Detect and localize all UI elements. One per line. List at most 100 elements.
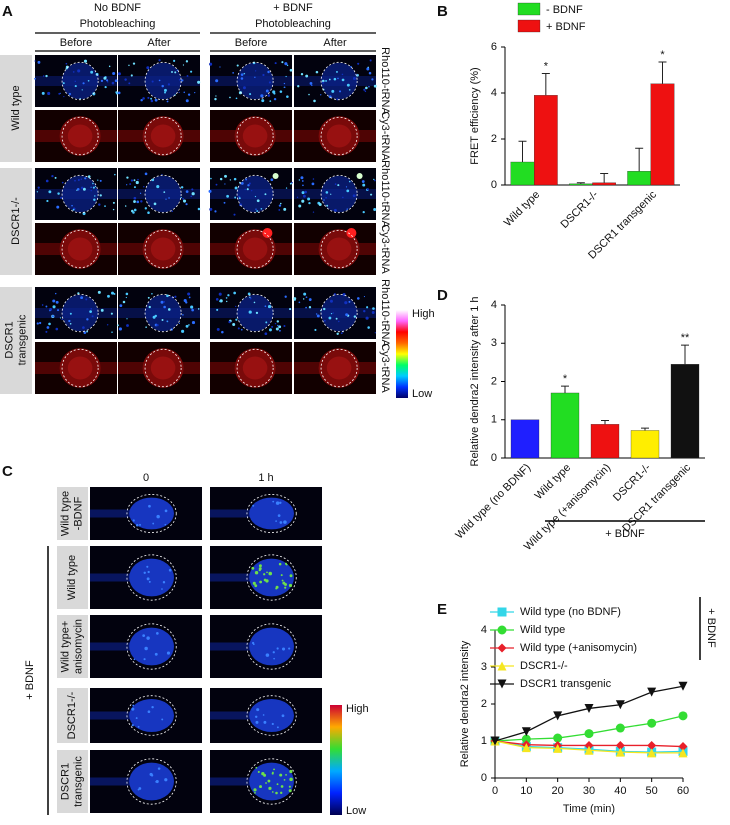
puncta: [333, 208, 337, 212]
puncta: [163, 191, 166, 194]
puncta: [240, 181, 244, 185]
marker: [584, 745, 594, 755]
micrograph: [294, 223, 376, 275]
marker: [553, 733, 563, 743]
puncta: [254, 571, 259, 575]
puncta: [341, 78, 345, 82]
marker: [584, 703, 594, 713]
puncta: [276, 320, 280, 323]
puncta: [233, 291, 236, 295]
puncta: [268, 81, 271, 84]
puncta: [153, 202, 157, 206]
puncta: [288, 785, 291, 788]
puncta: [256, 312, 258, 314]
colorbar: [330, 705, 342, 815]
micrograph: [35, 223, 117, 275]
puncta: [289, 182, 292, 185]
puncta: [235, 305, 237, 308]
row-label: anisomycin: [72, 619, 84, 674]
puncta: [55, 292, 57, 295]
puncta: [128, 64, 130, 67]
puncta: [366, 306, 369, 309]
puncta: [171, 210, 174, 212]
puncta: [221, 330, 224, 334]
x-tick-label: 20: [552, 785, 564, 797]
puncta: [197, 207, 201, 211]
puncta: [166, 651, 171, 655]
puncta: [250, 189, 253, 192]
puncta: [307, 197, 311, 201]
puncta: [263, 573, 266, 576]
puncta: [255, 70, 257, 72]
puncta: [143, 186, 145, 188]
roi-outline: [320, 229, 358, 269]
puncta: [99, 179, 102, 182]
puncta: [100, 308, 104, 312]
puncta: [122, 300, 126, 304]
puncta: [339, 90, 342, 93]
row-label-box: [0, 287, 32, 394]
puncta: [323, 319, 326, 322]
puncta: [284, 62, 288, 66]
puncta: [293, 297, 297, 301]
puncta: [374, 332, 376, 334]
puncta: [284, 295, 287, 298]
puncta: [215, 183, 218, 186]
puncta: [368, 85, 370, 88]
puncta: [49, 309, 51, 312]
puncta: [39, 321, 42, 325]
puncta: [251, 566, 255, 570]
puncta: [342, 293, 346, 297]
row-label: Wild type: [59, 491, 71, 536]
puncta: [138, 787, 142, 790]
puncta: [289, 308, 292, 311]
bar: [650, 83, 675, 186]
process: [90, 509, 158, 518]
puncta: [229, 96, 231, 99]
puncta: [188, 296, 191, 299]
puncta: [146, 636, 150, 640]
roi-outline: [144, 61, 182, 101]
bar: [569, 183, 593, 186]
y-tick-label: 6: [491, 41, 497, 53]
puncta: [144, 207, 147, 210]
bar: [630, 430, 660, 459]
puncta: [305, 74, 309, 78]
puncta: [275, 327, 279, 331]
marker: [615, 700, 625, 710]
y-tick-label: 1: [491, 414, 497, 426]
puncta: [136, 200, 140, 204]
micrograph: [293, 287, 376, 339]
micrograph: [118, 168, 201, 220]
puncta: [281, 579, 284, 582]
puncta: [370, 193, 373, 196]
marker: [521, 727, 531, 737]
roi-outline: [236, 116, 274, 156]
cell-body: [249, 627, 294, 666]
puncta: [72, 71, 75, 73]
puncta: [185, 324, 189, 328]
y-tick-label: 3: [481, 661, 487, 673]
row-label-box: [57, 688, 88, 743]
puncta: [103, 76, 107, 80]
puncta: [133, 200, 136, 203]
roi-outline: [236, 229, 274, 269]
puncta: [185, 60, 189, 63]
process: [90, 711, 158, 720]
puncta: [283, 520, 287, 524]
roi-outline: [246, 554, 297, 601]
puncta: [147, 296, 150, 299]
puncta: [261, 772, 265, 776]
puncta: [137, 788, 140, 791]
cell-core: [326, 356, 352, 380]
puncta: [283, 207, 287, 211]
puncta: [285, 75, 287, 78]
puncta: [65, 65, 69, 69]
puncta: [216, 308, 219, 311]
y-tick-label: 2: [481, 698, 487, 710]
cell-body: [321, 62, 358, 100]
micrograph: [210, 688, 322, 743]
puncta: [162, 300, 165, 303]
puncta: [90, 186, 92, 188]
puncta: [151, 80, 154, 83]
